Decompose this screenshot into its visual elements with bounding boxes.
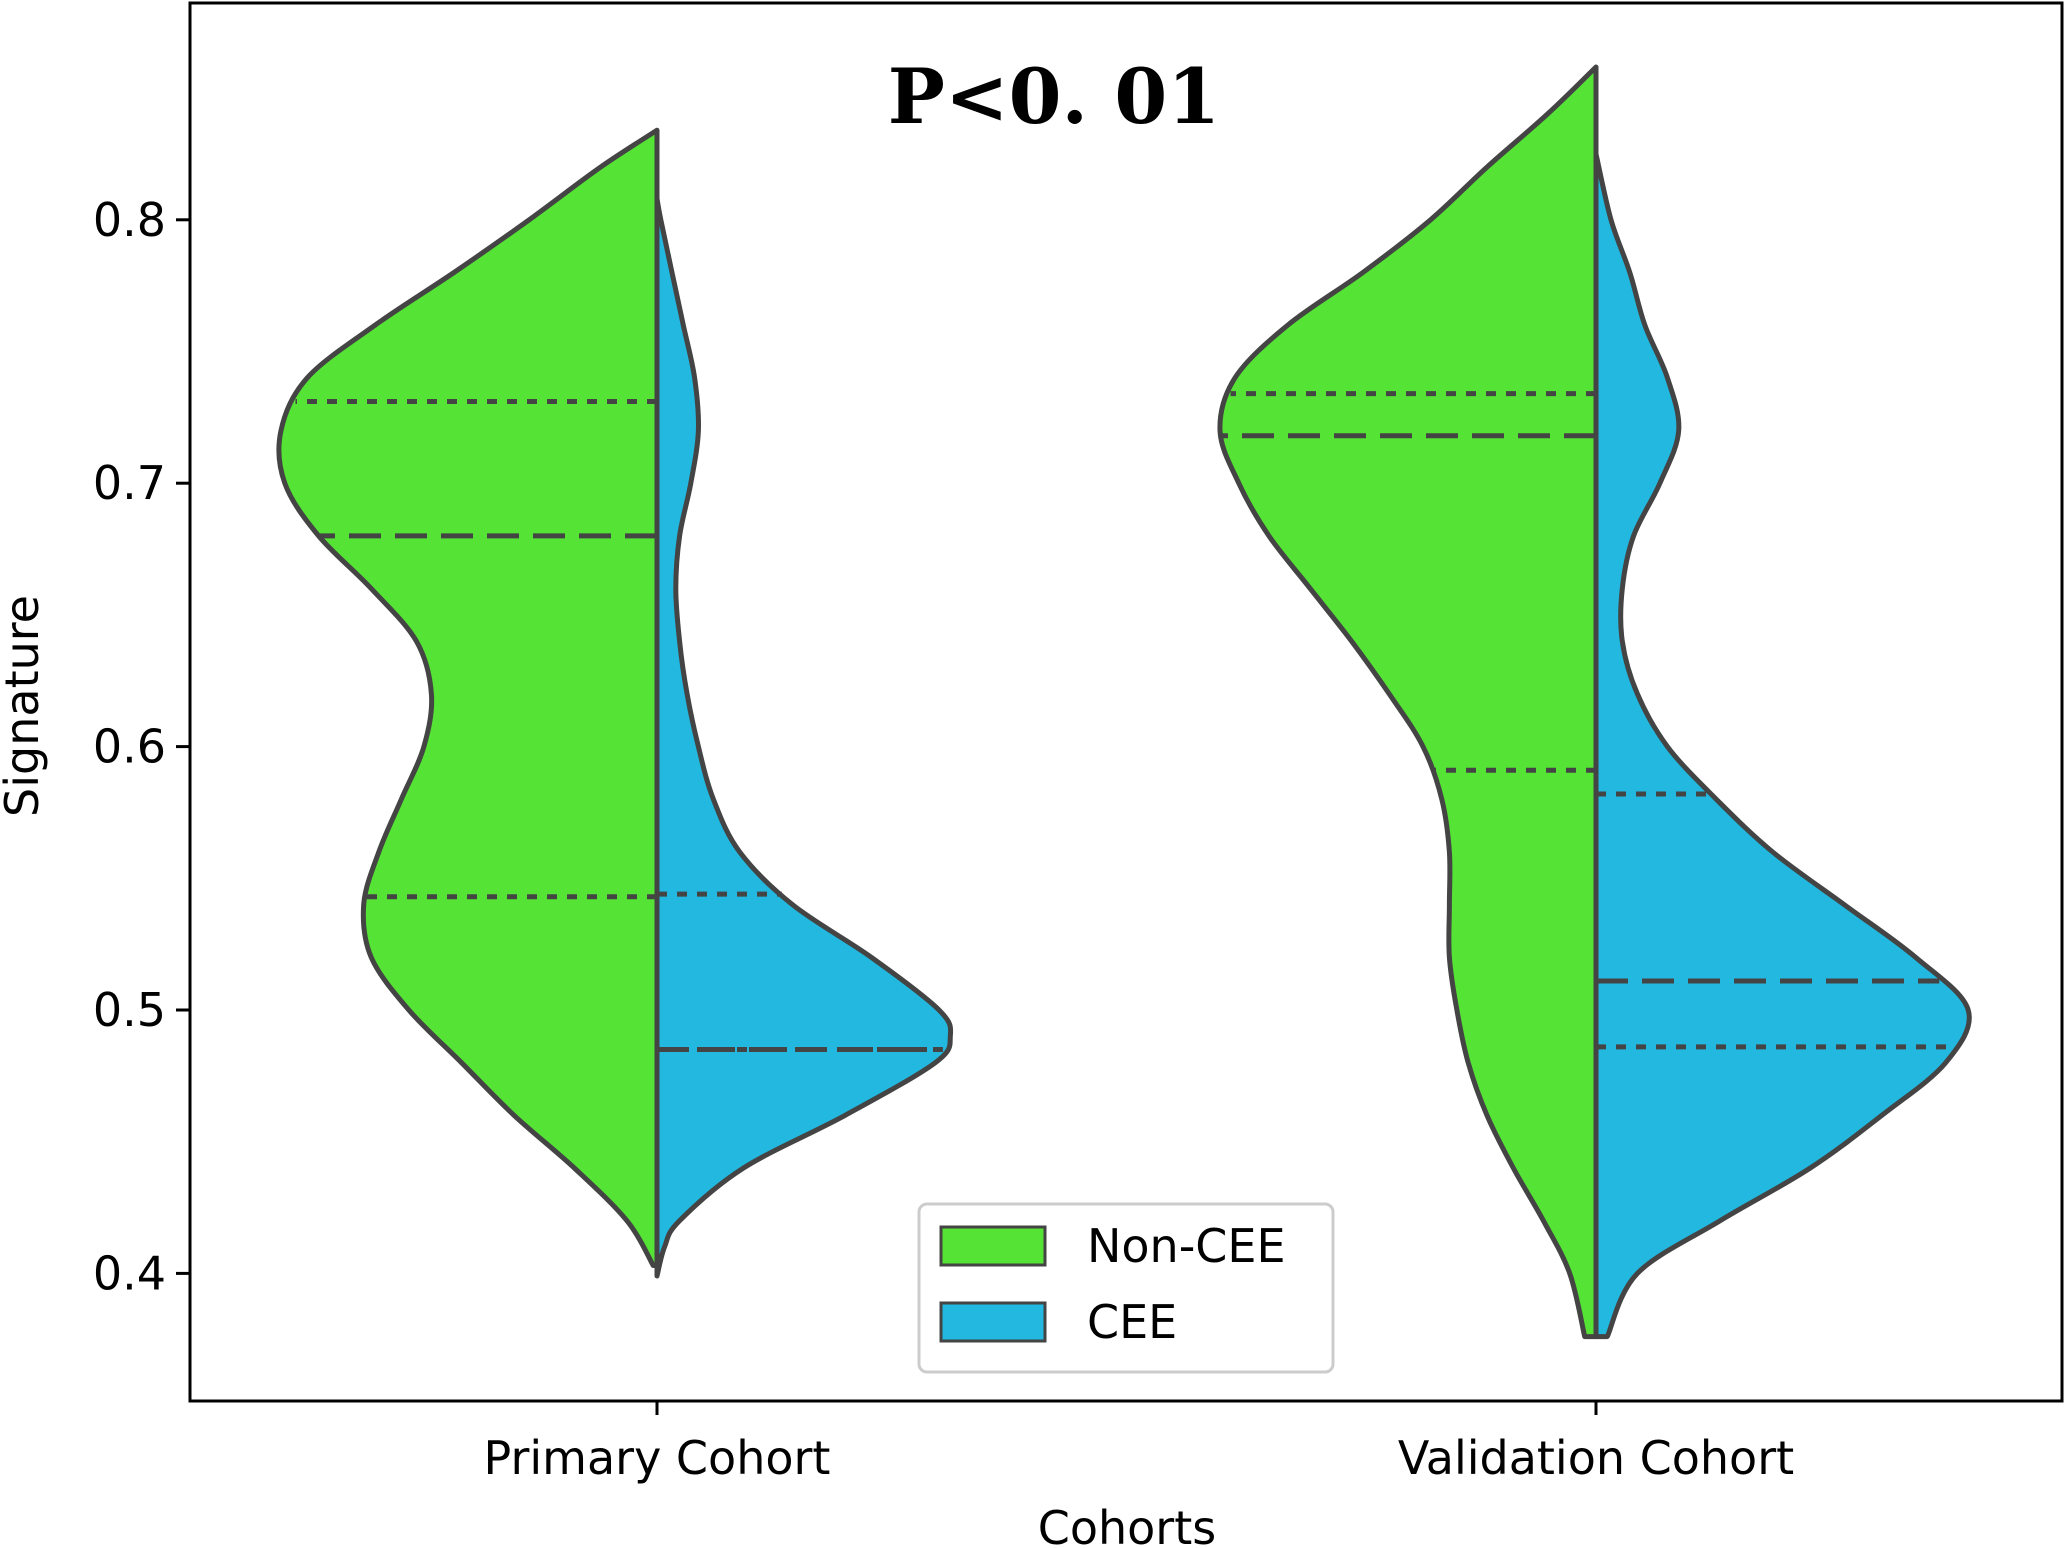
y-tick-label: 0.6 xyxy=(93,720,166,774)
y-tick-label: 0.8 xyxy=(93,193,166,247)
violin-cee-validation xyxy=(1593,151,1972,1340)
y-tick-label: 0.4 xyxy=(93,1246,166,1300)
y-axis: 0.4 0.5 0.6 0.7 0.8 xyxy=(93,193,190,1300)
violin-non-cee-primary xyxy=(276,127,660,1268)
plot-frame xyxy=(188,1,2064,1403)
legend-label-non-cee: Non-CEE xyxy=(1087,1219,1286,1273)
violin-layer xyxy=(276,64,1972,1340)
p-value-annotation: P<0. 01 xyxy=(888,52,1220,141)
legend-swatch-cee xyxy=(939,1301,1047,1343)
y-tick-label: 0.7 xyxy=(93,456,166,510)
violin-non-cee-validation xyxy=(1217,64,1599,1340)
y-tick-label: 0.5 xyxy=(93,983,166,1037)
legend: Non-CEE CEE xyxy=(917,1202,1335,1374)
x-axis: Primary Cohort Validation Cohort xyxy=(484,1401,1794,1485)
quartile-lines xyxy=(295,391,1953,1052)
x-axis-title: Cohorts xyxy=(1038,1501,1216,1548)
legend-swatch-non-cee xyxy=(939,1225,1047,1267)
legend-label-cee: CEE xyxy=(1087,1295,1177,1349)
violin-cee-primary xyxy=(654,196,954,1279)
x-tick-label: Primary Cohort xyxy=(484,1431,831,1485)
x-tick-label: Validation Cohort xyxy=(1398,1431,1794,1485)
y-axis-title: Signature xyxy=(0,595,49,817)
